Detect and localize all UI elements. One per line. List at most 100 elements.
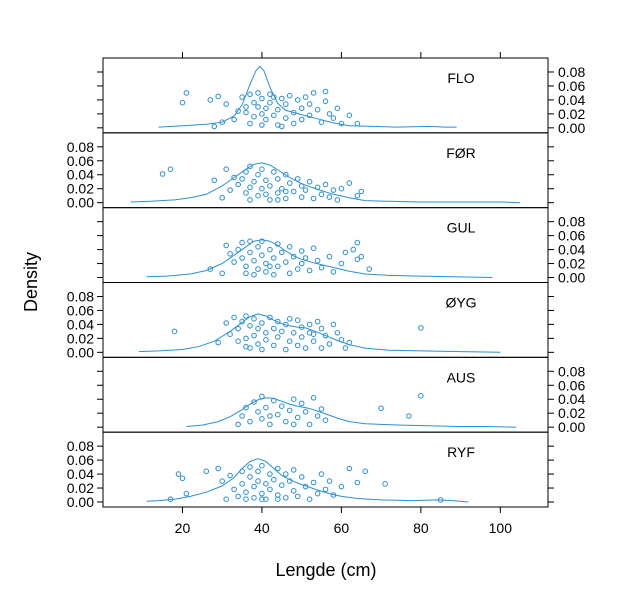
data-point (310, 245, 317, 251)
data-point (283, 101, 289, 107)
data-point (298, 324, 305, 331)
data-point (271, 325, 277, 332)
data-point (247, 418, 253, 425)
y-axis-title: Density (21, 252, 41, 312)
data-point (267, 183, 273, 189)
data-point (255, 171, 261, 178)
data-point (263, 260, 269, 267)
data-point (243, 496, 249, 503)
data-point (366, 266, 373, 272)
data-point (330, 187, 337, 193)
data-point (310, 331, 317, 338)
data-point (330, 321, 337, 328)
data-point (271, 342, 277, 349)
data-point (247, 323, 253, 329)
data-point (235, 108, 241, 114)
data-point (259, 320, 265, 326)
y-tick-label: 0.02 (558, 106, 585, 122)
data-point (255, 409, 261, 415)
panel-label: RYF (447, 444, 475, 460)
data-point (302, 94, 309, 100)
data-point (219, 195, 225, 201)
data-point (279, 249, 285, 256)
data-point (223, 496, 229, 503)
data-point (306, 421, 313, 428)
data-point (223, 101, 229, 107)
data-point (294, 266, 301, 272)
data-point (362, 468, 369, 475)
data-point (279, 328, 285, 335)
data-point (159, 171, 166, 177)
data-point (283, 471, 289, 477)
data-point (207, 266, 214, 272)
data-point (418, 392, 424, 399)
data-point (271, 169, 277, 175)
x-tick-label: 20 (175, 520, 191, 536)
data-point (235, 325, 241, 332)
y-tick-label: 0.06 (558, 78, 585, 94)
y-tick-label: 0.00 (67, 494, 94, 510)
data-point (247, 163, 253, 170)
data-point (227, 472, 233, 479)
y-tick-label: 0.08 (67, 288, 94, 304)
data-point (215, 339, 221, 346)
data-point (247, 249, 253, 256)
data-point (259, 185, 265, 192)
data-point (286, 270, 293, 277)
data-point (346, 465, 353, 472)
data-point (346, 339, 353, 346)
data-point (298, 400, 305, 407)
data-point (318, 471, 325, 477)
data-point (251, 99, 257, 106)
data-point (263, 269, 269, 275)
data-point (338, 337, 345, 343)
data-point (314, 106, 321, 113)
data-point (338, 185, 345, 192)
data-point (231, 486, 237, 493)
data-point (283, 115, 289, 121)
data-point (267, 246, 273, 253)
panel-flo: FLO 0.000.020.040.060.08 (97, 57, 585, 136)
data-point (326, 111, 333, 117)
data-point (263, 404, 269, 411)
data-point (263, 337, 269, 343)
data-point (294, 97, 301, 103)
data-point (298, 474, 305, 480)
data-point (330, 115, 337, 121)
y-tick-label: 0.00 (558, 120, 585, 136)
y-tick-label: 0.06 (558, 377, 585, 393)
data-point (294, 342, 301, 349)
y-tick-label: 0.00 (558, 419, 585, 435)
data-point (298, 260, 305, 267)
data-point (354, 120, 361, 127)
y-tick-label: 0.04 (558, 92, 585, 108)
data-point (437, 497, 444, 503)
data-point (346, 180, 353, 186)
data-point (271, 271, 277, 278)
x-axis: 20 40 60 80 100 (175, 52, 512, 536)
density-curve-gul (146, 239, 493, 278)
data-point (243, 313, 249, 319)
data-point (279, 123, 285, 130)
data-point (247, 197, 253, 203)
data-point (322, 332, 329, 339)
data-point (283, 259, 289, 265)
data-point (306, 112, 313, 119)
data-point (223, 166, 229, 172)
data-point (286, 180, 293, 186)
data-point (354, 192, 361, 199)
data-point (255, 478, 261, 484)
density-curve-ryf (146, 458, 469, 503)
y-tick-label: 0.04 (67, 167, 94, 183)
data-point (310, 479, 317, 486)
data-point (290, 253, 297, 260)
data-point (318, 345, 325, 351)
data-point (251, 399, 257, 405)
data-point (259, 95, 265, 102)
x-axis-title: Lengde (cm) (275, 560, 376, 580)
data-point (286, 244, 293, 250)
data-point (231, 174, 237, 181)
data-point (263, 481, 269, 487)
data-point (283, 321, 289, 328)
data-point (334, 197, 341, 203)
